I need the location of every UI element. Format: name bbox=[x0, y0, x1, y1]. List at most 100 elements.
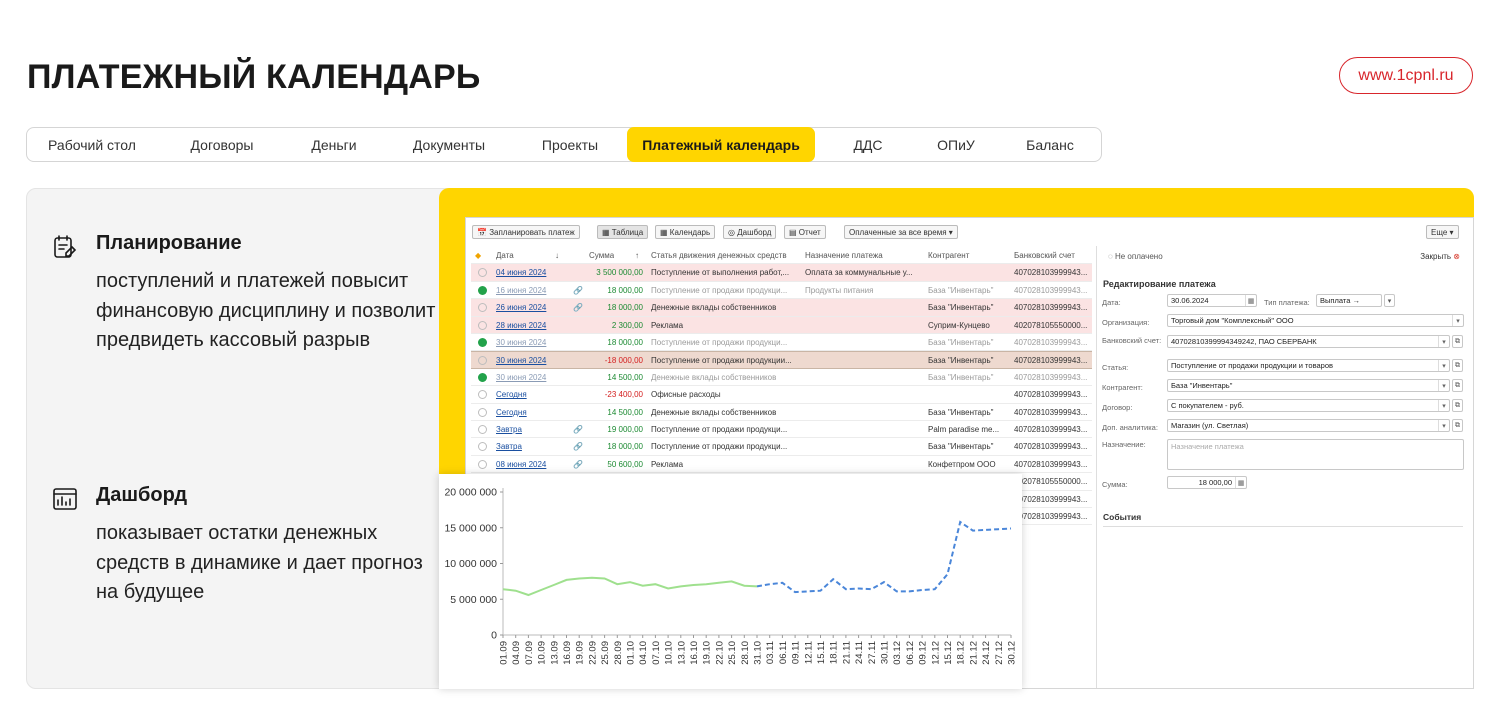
open-icon[interactable]: ⧉ bbox=[1452, 399, 1463, 412]
calendar-icon[interactable]: ▦ bbox=[1245, 295, 1256, 306]
table-row[interactable]: 26 июня 2024 🔗 18 000,00 Денежные вклады со… bbox=[471, 299, 1092, 317]
row-date-link[interactable]: 28 июня 2024 bbox=[496, 320, 547, 330]
open-icon[interactable]: ⧉ bbox=[1452, 335, 1463, 348]
column-counterparty[interactable]: Контрагент bbox=[928, 251, 970, 260]
report-icon: ▤ bbox=[789, 227, 799, 237]
open-icon[interactable]: ⧉ bbox=[1452, 419, 1463, 432]
counterparty-label: Контрагент: bbox=[1102, 383, 1143, 392]
table-row[interactable]: 30 июня 2024 14 500,00 Денежные вклады соб… bbox=[471, 369, 1092, 387]
x-tick-label: 31.10 bbox=[753, 641, 764, 665]
tab-opiu[interactable]: ОПиУ bbox=[937, 136, 975, 153]
row-date-link[interactable]: 26 июня 2024 bbox=[496, 303, 547, 313]
tab-projects[interactable]: Проекты bbox=[541, 136, 599, 153]
x-tick-label: 21.11 bbox=[841, 641, 852, 664]
table-row[interactable]: 30 июня 2024 -18 000,00 Поступление от про… bbox=[471, 351, 1092, 369]
column-date[interactable]: Дата bbox=[496, 251, 514, 260]
date-label: Дата: bbox=[1102, 298, 1121, 307]
table-row[interactable]: 30 июня 2024 18 000,00 Поступление от прод… bbox=[471, 334, 1092, 352]
plan-payment-button[interactable]: 📅 Запланировать платеж bbox=[472, 225, 580, 239]
table-row[interactable]: Завтра 🔗 18 000,00 Поступление от продажи п… bbox=[471, 438, 1092, 456]
feature-title: Планирование bbox=[96, 232, 242, 254]
more-button[interactable]: Еще ▾ bbox=[1426, 225, 1459, 239]
x-tick-label: 09.12 bbox=[918, 641, 929, 665]
tab-contracts[interactable]: Договоры bbox=[190, 136, 254, 153]
open-icon[interactable]: ⧉ bbox=[1452, 379, 1463, 392]
purpose-textarea[interactable]: Назначение платежа bbox=[1167, 439, 1464, 470]
chevron-down-icon[interactable]: ▾ bbox=[1384, 294, 1395, 307]
feature-description: поступлений и платежей повысит финансову… bbox=[96, 270, 436, 351]
table-icon: ▦ bbox=[602, 227, 612, 237]
site-link[interactable]: www.1cpnl.ru bbox=[1339, 57, 1473, 94]
row-counterparty: База "Инвентарь" bbox=[928, 442, 994, 452]
row-date-link[interactable]: Сегодня bbox=[496, 407, 527, 417]
row-date-link[interactable]: Завтра bbox=[496, 442, 522, 452]
bank-account-field[interactable]: 40702810399994349242, ПАО СБЕРБАНК ▾ bbox=[1167, 335, 1450, 348]
tab-desktop[interactable]: Рабочий стол bbox=[48, 136, 136, 153]
article-field[interactable]: Поступление от продажи продукции и товар… bbox=[1167, 359, 1450, 372]
open-icon[interactable]: ⧉ bbox=[1452, 359, 1463, 372]
row-sum: 19 000,00 bbox=[607, 425, 643, 434]
table-row[interactable]: Сегодня -23 400,00 Офисные расходы 40702810… bbox=[471, 386, 1092, 404]
row-account: 407028103999943... bbox=[1014, 303, 1088, 313]
row-sum: -23 400,00 bbox=[604, 390, 643, 400]
analytics-field[interactable]: Магазин (ул. Светлая) ▾ bbox=[1167, 419, 1450, 432]
table-row[interactable]: 28 июня 2024 2 300,00 Реклама Суприм-Кунцев… bbox=[471, 316, 1092, 334]
view-dashboard-button[interactable]: ◎ Дашборд bbox=[723, 225, 777, 239]
chevron-down-icon[interactable]: ▾ bbox=[1438, 336, 1449, 347]
tab-documents[interactable]: Документы bbox=[412, 136, 486, 153]
sort-icon[interactable]: ↑ bbox=[635, 251, 639, 260]
view-report-button[interactable]: ▤ Отчет bbox=[784, 225, 826, 239]
tab-balance[interactable]: Баланс bbox=[1026, 136, 1074, 153]
x-tick-label: 24.12 bbox=[981, 641, 992, 665]
chevron-down-icon[interactable]: ▾ bbox=[1438, 400, 1449, 411]
column-purpose[interactable]: Назначение платежа bbox=[805, 251, 883, 260]
sort-icon[interactable]: ↓ bbox=[555, 251, 559, 260]
counterparty-field[interactable]: База "Инвентарь" ▾ bbox=[1167, 379, 1450, 392]
row-article: Реклама bbox=[651, 459, 684, 469]
row-sum: 18 000,00 bbox=[607, 338, 643, 347]
chevron-down-icon[interactable]: ▾ bbox=[1452, 315, 1463, 326]
tab-money[interactable]: Деньги bbox=[311, 136, 357, 153]
date-field[interactable]: 30.06.2024 ▦ bbox=[1167, 294, 1257, 307]
table-row[interactable]: 16 июня 2024 🔗 18 000,00 Поступление от про… bbox=[471, 282, 1092, 300]
y-tick-label: 20 000 000 bbox=[444, 487, 497, 499]
row-date-link[interactable]: 08 июня 2024 bbox=[496, 459, 547, 469]
payment-type-select[interactable]: Выплата → bbox=[1316, 294, 1382, 307]
sum-field[interactable]: 18 000,00 ▦ bbox=[1167, 476, 1247, 489]
view-calendar-button[interactable]: ▦ Календарь bbox=[655, 225, 716, 239]
view-table-button[interactable]: ▦ Таблица bbox=[597, 225, 649, 239]
x-tick-label: 03.11 bbox=[765, 641, 776, 664]
row-date-link[interactable]: 30 июня 2024 bbox=[496, 372, 547, 382]
column-sum[interactable]: Сумма bbox=[589, 251, 615, 260]
row-sum: -18 000,00 bbox=[604, 356, 643, 366]
table-row[interactable]: Завтра 🔗 19 000,00 Поступление от продажи п… bbox=[471, 421, 1092, 439]
row-sum: 2 300,00 bbox=[611, 320, 643, 330]
table-row[interactable]: 04 июня 2024 3 500 000,00 Поступление от в… bbox=[471, 264, 1092, 282]
row-date-link[interactable]: Сегодня bbox=[496, 390, 527, 400]
column-article[interactable]: Статья движения денежных средств bbox=[651, 251, 787, 260]
close-button[interactable]: Закрыть ⊗ bbox=[1420, 252, 1460, 261]
paid-status-icon bbox=[478, 338, 487, 347]
row-date-link[interactable]: 30 июня 2024 bbox=[496, 338, 547, 347]
column-account[interactable]: Банковский счет bbox=[1014, 251, 1075, 260]
chevron-down-icon[interactable]: ▾ bbox=[1438, 420, 1449, 431]
planned-status-icon bbox=[478, 407, 487, 417]
planned-status-icon bbox=[478, 268, 487, 278]
row-date-link[interactable]: 16 июня 2024 bbox=[496, 285, 547, 295]
y-tick-label: 15 000 000 bbox=[444, 522, 497, 534]
tab-dds[interactable]: ДДС bbox=[853, 136, 883, 153]
chevron-down-icon[interactable]: ▾ bbox=[1438, 360, 1449, 371]
row-date-link[interactable]: 30 июня 2024 bbox=[496, 356, 547, 366]
table-row[interactable]: 08 июня 2024 🔗 50 600,00 Реклама Конфетпром … bbox=[471, 456, 1092, 474]
organization-field[interactable]: Торговый дом "Комплексный" ООО ▾ bbox=[1167, 314, 1464, 327]
row-date-link[interactable]: Завтра bbox=[496, 425, 522, 434]
chevron-down-icon[interactable]: ▾ bbox=[1438, 380, 1449, 391]
row-date-link[interactable]: 04 июня 2024 bbox=[496, 268, 547, 278]
table-row[interactable]: Сегодня 14 500,00 Денежные вклады собствен… bbox=[471, 404, 1092, 421]
tab-payment-calendar[interactable]: Платежный календарь bbox=[627, 127, 815, 162]
calculator-icon[interactable]: ▦ bbox=[1235, 477, 1246, 488]
planning-icon bbox=[52, 234, 78, 260]
dashboard-chart: 20 000 000 15 000 000 10 000 000 5 000 000 0… bbox=[439, 474, 1022, 689]
contract-field[interactable]: С покупателем - руб. ▾ bbox=[1167, 399, 1450, 412]
filter-select[interactable]: Оплаченные за все время ▾ bbox=[844, 225, 958, 239]
